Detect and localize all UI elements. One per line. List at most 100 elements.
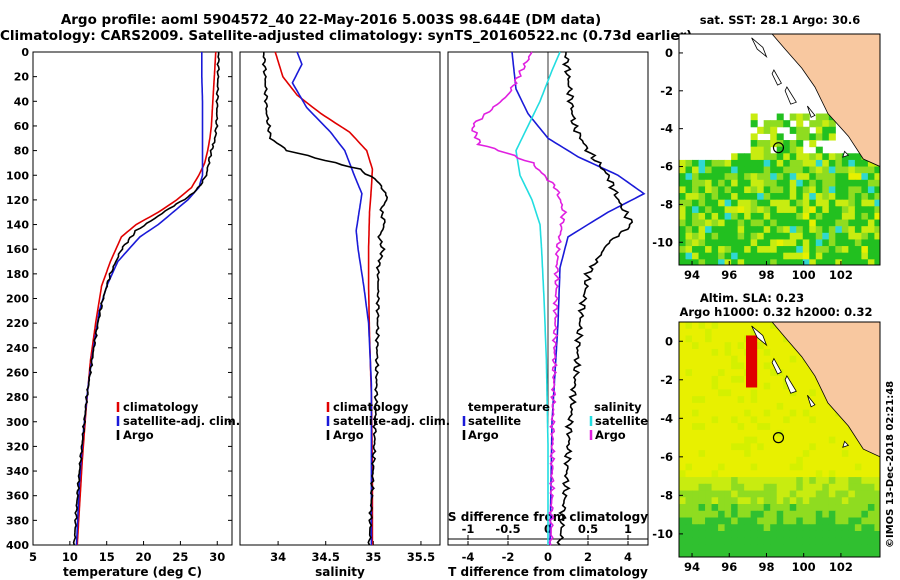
- sla-map-cell: [789, 537, 797, 545]
- sst-map-cell: [815, 226, 823, 234]
- sst-map-cell: [854, 193, 862, 201]
- sla-map-cell: [763, 450, 771, 458]
- sla-map-cell: [796, 524, 804, 532]
- sst-map-cell: [705, 173, 713, 181]
- temperature-panel: 0204060801001201401601802002202402602803…: [6, 46, 240, 579]
- sst-map-cell: [841, 252, 849, 260]
- sst-map-cell: [724, 232, 732, 240]
- sla-map-cell: [828, 409, 836, 417]
- sla-map-cell: [757, 517, 765, 525]
- sla-map-cell: [692, 348, 700, 357]
- sst-map-cell: [835, 153, 843, 161]
- depth-tick-label: 120: [6, 194, 29, 207]
- sst-map-cell: [744, 226, 752, 234]
- sla-map-cell: [770, 328, 778, 336]
- sla-map-cell: [679, 396, 687, 404]
- sla-map-cell: [685, 429, 693, 438]
- sla-map-cell: [776, 483, 784, 492]
- sst-map-cell: [711, 212, 719, 221]
- sla-map-cell: [874, 490, 880, 498]
- sst-map-cell: [802, 226, 810, 234]
- sla-map-cell: [731, 396, 739, 404]
- sst-map-cell: [757, 206, 765, 214]
- sla-map-cell: [867, 504, 875, 512]
- sla-map-cell: [718, 369, 726, 377]
- sla-map-cell: [841, 436, 849, 444]
- sla-map-cell: [718, 409, 726, 417]
- sst-map-cell: [724, 252, 732, 260]
- sla-map-cell: [783, 456, 791, 465]
- sla-map-cell: [718, 396, 726, 404]
- sst-map-cell: [874, 193, 880, 201]
- sla-map-cell: [815, 456, 823, 465]
- sst-map-cell: [692, 239, 700, 247]
- sla-map-cell: [776, 402, 784, 411]
- sst-map-cell: [841, 179, 849, 187]
- sla-map-cell: [692, 443, 700, 451]
- sla-map-cell: [698, 463, 706, 471]
- sla-map-cell: [763, 375, 771, 384]
- sst-map-cell: [718, 212, 726, 221]
- sla-map-cell: [705, 530, 713, 539]
- sla-map-cell: [711, 429, 719, 438]
- sla-map-cell: [744, 409, 752, 417]
- sla-map-cell: [705, 423, 713, 431]
- sst-map-cell: [874, 179, 880, 187]
- sla-map-cell: [861, 490, 869, 498]
- sla-map-cell: [744, 423, 752, 431]
- sla-map-cell: [685, 544, 693, 552]
- sst-map-island: [771, 69, 782, 86]
- sst-map-cell: [802, 246, 810, 254]
- sla-map-cell: [835, 483, 843, 492]
- sla-map-cell: [685, 450, 693, 458]
- sla-map-cell: [705, 375, 713, 384]
- sla-map-cell: [731, 490, 739, 498]
- sla-map-cell: [841, 551, 849, 557]
- temperature-legend-label: Argo: [123, 428, 154, 442]
- sst-map-cell: [698, 246, 706, 254]
- sla-map-cell: [731, 504, 739, 512]
- diff-series-s-argo: [471, 51, 568, 546]
- sla-map-cell: [731, 517, 739, 525]
- sla-map-cell: [731, 497, 739, 505]
- sla-map-cell: [815, 389, 823, 397]
- sst-map-cell: [867, 179, 875, 187]
- sla-map-cell: [802, 463, 810, 471]
- sla-map-cell: [737, 530, 745, 539]
- sst-map-cell: [783, 193, 791, 201]
- sla-map-cell: [796, 362, 804, 370]
- sst-map-cell: [809, 259, 817, 265]
- sst-map-cell: [854, 166, 862, 174]
- sla-map-cell: [750, 537, 758, 545]
- sst-map-cell: [763, 206, 771, 214]
- sst-map-cell: [692, 252, 700, 260]
- sla-map-cell: [685, 436, 693, 444]
- sla-map-cell: [835, 477, 843, 485]
- sla-map-cell: [854, 463, 862, 471]
- sst-map-cell: [809, 199, 817, 207]
- sla-map-cell: [731, 342, 739, 350]
- sla-map-cell: [815, 530, 823, 539]
- sst-map-cell: [744, 199, 752, 207]
- sla-map-cell: [692, 429, 700, 438]
- sla-map-cell: [776, 524, 784, 532]
- sla-map-cell: [750, 423, 758, 431]
- sla-map-cell: [744, 477, 752, 485]
- sla-map-cell: [874, 463, 880, 471]
- sla-map-cell: [685, 416, 693, 424]
- sla-map-cell: [874, 517, 880, 525]
- sla-map-cell: [679, 524, 687, 532]
- sla-map-cell: [815, 382, 823, 390]
- sla-map-cell: [796, 443, 804, 451]
- sst-map-cell: [848, 159, 856, 168]
- sla-map-cell: [711, 497, 719, 505]
- sla-map-cell: [711, 450, 719, 458]
- sla-map-cell: [718, 362, 726, 370]
- sst-map-cell: [724, 159, 732, 168]
- sst-map-cell: [822, 153, 830, 161]
- sla-map-cell: [724, 409, 732, 417]
- sst-map-cell: [731, 186, 739, 194]
- sla-map-cell: [679, 497, 687, 505]
- sla-map-cell: [822, 409, 830, 417]
- sst-map-cell: [685, 193, 693, 201]
